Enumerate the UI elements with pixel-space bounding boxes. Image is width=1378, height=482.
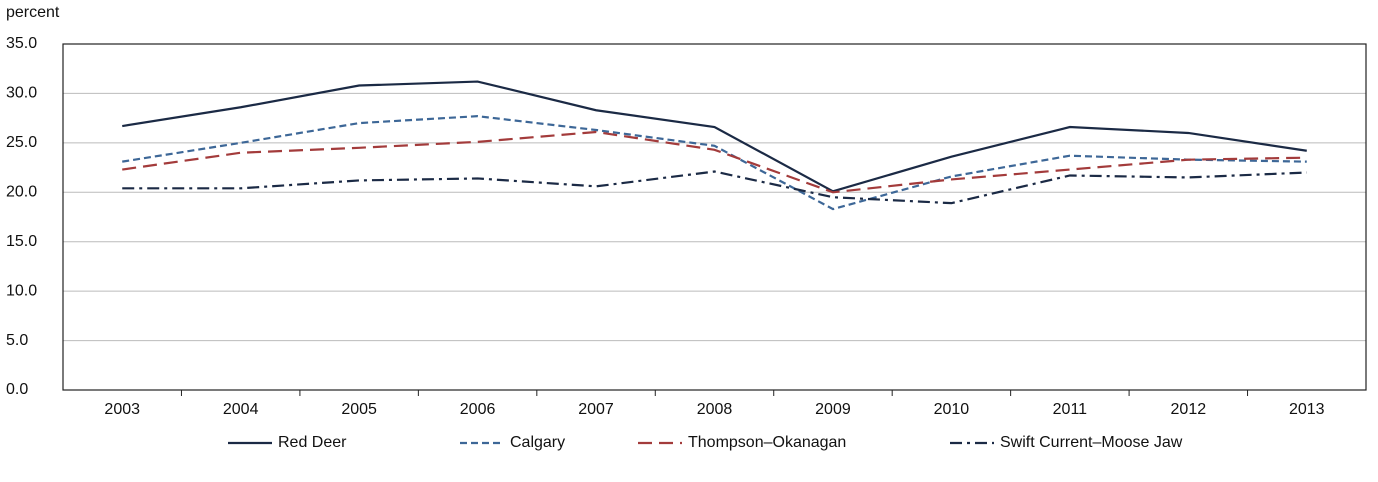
x-tick-label: 2010 [934,401,970,418]
y-tick-label: 30.0 [6,85,37,102]
plot-frame [62,43,1367,391]
y-axis-label: percent [6,4,60,21]
x-tick-label: 2009 [815,401,851,418]
y-tick-label: 25.0 [6,134,37,151]
legend-label: Calgary [510,434,565,451]
series-line [122,130,1307,194]
y-tick-label: 15.0 [6,233,37,250]
series-line [122,115,1307,211]
x-tick-label: 2013 [1289,401,1325,418]
legend-label: Thompson–Okanagan [688,434,846,451]
x-tick-label: 2004 [223,401,259,418]
series-line [122,170,1307,205]
series-line [122,80,1307,193]
x-tick-label: 2006 [460,401,496,418]
y-tick-label: 35.0 [6,35,37,52]
y-tick-label: 0.0 [6,381,28,398]
x-tick-label: 2003 [104,401,140,418]
y-tick-label: 20.0 [6,184,37,201]
x-tick-label: 2007 [578,401,614,418]
x-tick-label: 2005 [341,401,377,418]
x-tick-label: 2012 [1171,401,1207,418]
legend-label: Swift Current–Moose Jaw [1000,434,1183,451]
y-tick-label: 10.0 [6,282,37,299]
x-tick-label: 2011 [1053,401,1088,418]
y-tick-label: 5.0 [6,332,28,349]
legend-label: Red Deer [278,434,347,451]
x-tick-label: 2008 [697,401,733,418]
